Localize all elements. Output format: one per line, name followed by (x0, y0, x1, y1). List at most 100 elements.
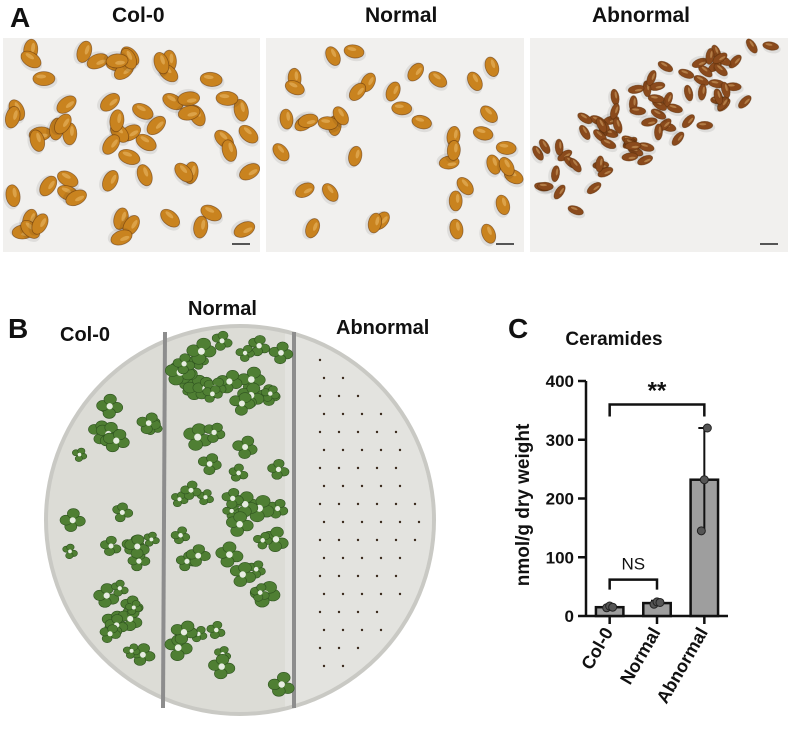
panel-a-label-col0: Col-0 (112, 4, 165, 27)
seed (681, 84, 694, 104)
ungerminated-seed (413, 502, 417, 506)
seedling (183, 423, 213, 451)
seed (28, 213, 49, 236)
ungerminated-seed (322, 448, 326, 452)
panel-c-letter: C (508, 313, 529, 344)
seedling (202, 385, 223, 403)
seed (97, 91, 120, 112)
ungerminated-seed (394, 466, 398, 470)
ungerminated-seed (356, 394, 360, 398)
seed (73, 40, 93, 65)
seedling (226, 511, 254, 537)
seed (484, 154, 502, 178)
seed (552, 138, 564, 158)
seed (427, 71, 448, 91)
scale-bar (232, 243, 250, 245)
seed (695, 83, 707, 103)
ceramides-chart: Ceramides nmol/g dry weight 0 100 200 300 40… (488, 318, 788, 728)
panel-b-label-abnormal: Abnormal (336, 317, 430, 339)
seed (666, 103, 685, 117)
ungerminated-seed (413, 538, 417, 542)
ungerminated-seed (379, 628, 383, 632)
ungerminated-seed (337, 610, 341, 614)
seed (292, 180, 315, 198)
seed (568, 157, 582, 176)
seed (659, 91, 674, 109)
data-point (655, 597, 665, 607)
seed (236, 161, 260, 181)
seed (271, 143, 290, 165)
seedling (253, 531, 273, 550)
seed (744, 38, 758, 57)
seedling (215, 541, 244, 568)
seed-photo-col0 (3, 38, 260, 252)
ungerminated-seed (398, 556, 402, 560)
ungerminated-seed (337, 574, 341, 578)
data-point (608, 602, 618, 612)
seed (215, 90, 241, 109)
seed (577, 124, 591, 143)
seed (567, 205, 586, 219)
data-point (702, 423, 712, 433)
seed (62, 187, 87, 207)
seed (143, 114, 166, 136)
seedling (125, 600, 143, 616)
seed (134, 164, 153, 189)
ungerminated-seed (356, 466, 360, 470)
ungerminated-seed (379, 412, 383, 416)
seed (625, 82, 645, 94)
seed (36, 175, 58, 197)
ungerminated-seed (375, 538, 379, 542)
seedling (72, 447, 88, 462)
seed (638, 115, 658, 127)
seed (712, 63, 729, 80)
seedling (211, 330, 233, 351)
seed (404, 62, 425, 82)
seed (345, 82, 367, 102)
ungerminated-seed (394, 502, 398, 506)
seedling (99, 624, 121, 643)
ungerminated-seed (360, 412, 364, 416)
ungerminated-seed (375, 430, 379, 434)
seedling (229, 562, 256, 587)
ungerminated-seed (375, 574, 379, 578)
seed (647, 94, 667, 106)
y-tick-label: 400 (546, 372, 574, 391)
seedling (170, 620, 198, 645)
seed (447, 218, 464, 242)
ungerminated-seed (337, 538, 341, 542)
seed (323, 46, 341, 69)
seedling (59, 508, 86, 532)
ungerminated-seed (360, 592, 364, 596)
ungerminated-seed (322, 592, 326, 596)
ungerminated-seed (360, 484, 364, 488)
seed (3, 106, 21, 130)
seed (678, 68, 696, 82)
seed (99, 133, 121, 156)
seed (610, 117, 623, 137)
significance-bracket (608, 403, 706, 417)
ungerminated-seed (394, 430, 398, 434)
seed-photo-abnormal (530, 38, 788, 252)
seedling (186, 337, 217, 365)
data-point (696, 526, 706, 536)
ungerminated-seed (375, 610, 379, 614)
seedling (267, 672, 295, 697)
seed (173, 162, 194, 186)
x-tick-label: Normal (616, 624, 664, 688)
seedling (172, 353, 196, 375)
seedling (124, 534, 150, 559)
seed (99, 169, 119, 193)
panel-b-letter: B (8, 313, 29, 344)
seedling (221, 488, 244, 509)
ungerminated-seed (318, 394, 322, 398)
seed (317, 116, 341, 133)
ungerminated-seed (394, 538, 398, 542)
chart-ylabel: nmol/g dry weight (513, 423, 534, 586)
seedling (103, 429, 130, 453)
ungerminated-seed (394, 574, 398, 578)
seed (592, 155, 605, 175)
seed (622, 138, 642, 151)
y-tick-label: 100 (546, 548, 574, 567)
ungerminated-seed (322, 412, 326, 416)
